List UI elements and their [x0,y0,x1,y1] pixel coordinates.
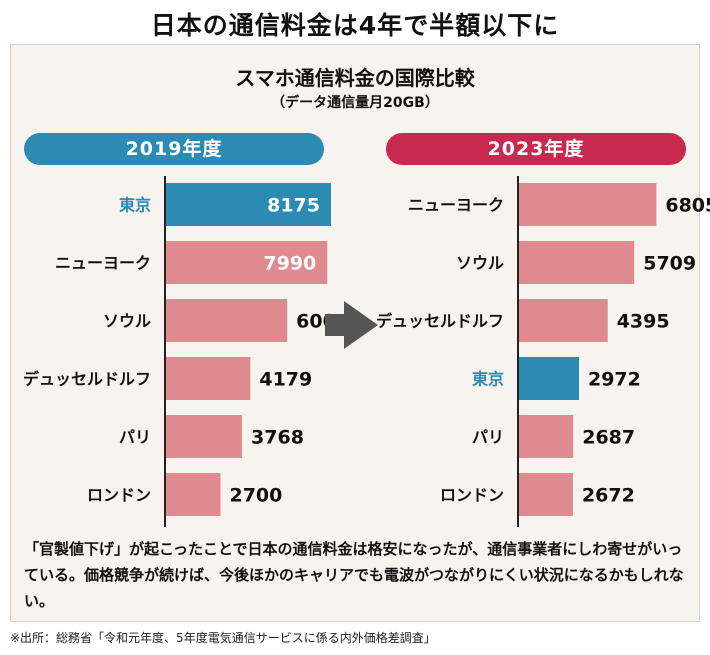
chart-subtitle: （データ通信量月20GB） [271,95,439,111]
category-label-0-1: ニューヨーク [55,254,151,273]
category-label-1-5: ロンドン [440,486,504,505]
bar-1-4 [519,415,574,458]
source-text: ※出所：総務省「令和元年度、5年度電気通信サービスに係る内外価格差調査」 [10,631,436,645]
category-label-0-4: パリ [119,428,151,447]
year-label-2023: 2023年度 [386,133,686,165]
category-label-1-3: 東京 [472,370,504,389]
value-label-0-5: 2700 [229,485,282,507]
headline: 日本の通信料金は4年で半額以下に [150,11,560,40]
bar-1-2 [519,299,608,342]
value-label-0-1: 7990 [263,253,316,275]
value-label-1-5: 2672 [582,485,635,507]
category-label-1-4: パリ [472,428,504,447]
value-label-1-4: 2687 [582,427,635,449]
bar-0-2 [166,299,288,342]
category-label-0-3: デュッセルドルフ [23,370,151,389]
bar-0-1 [166,241,328,284]
bar-1-3 [519,357,579,400]
bar-1-0 [519,183,657,226]
value-label-1-3: 2972 [588,369,641,391]
value-label-1-2: 4395 [617,311,670,333]
note-text: 「官製値下げ」が起こったことで日本の通信料金は格安になったが、通信事業者にしわ寄… [24,540,684,610]
value-label-1-1: 5709 [643,253,696,275]
chart-title: スマホ通信料金の国際比較 [235,66,475,90]
bar-1-1 [519,241,635,284]
category-label-0-5: ロンドン [87,486,151,505]
bar-1-5 [519,473,573,516]
category-label-0-0: 東京 [119,196,151,215]
value-label-0-0: 8175 [267,195,320,217]
category-label-1-0: ニューヨーク [408,196,504,215]
value-label-0-3: 4179 [259,369,312,391]
bar-0-3 [166,357,251,400]
value-label-1-0: 6805 [665,195,710,217]
category-label-1-1: ソウル [456,254,504,273]
arrow-icon [325,301,378,349]
year-label-2019: 2019年度 [24,133,324,165]
category-label-0-2: ソウル [103,312,151,331]
bar-0-5 [166,473,221,516]
category-label-1-2: デュッセルドルフ [376,312,504,331]
bar-0-0 [166,183,331,226]
bar-0-4 [166,415,243,458]
value-label-0-4: 3768 [251,427,304,449]
